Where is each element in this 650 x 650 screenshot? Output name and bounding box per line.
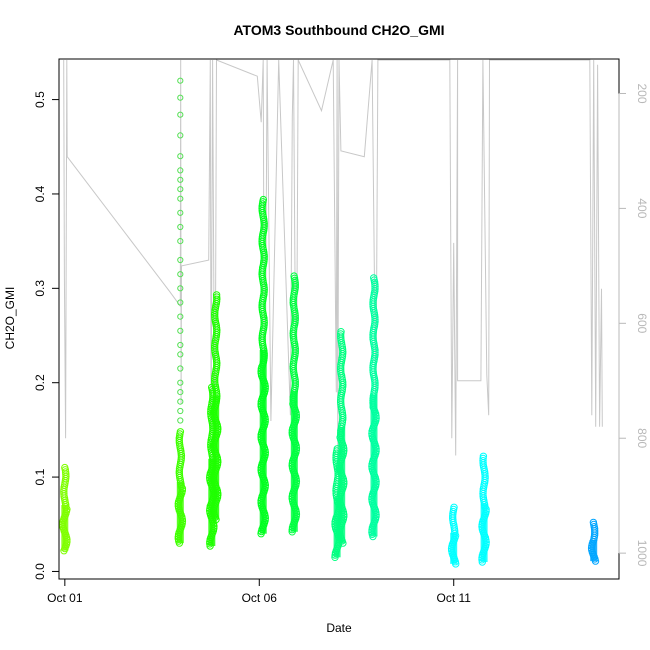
series-6-segment-0 [368, 274, 380, 541]
data-point-cluster [480, 503, 488, 562]
sparse-points-layer [177, 77, 184, 424]
series-0-segment-0 [59, 463, 71, 555]
y-axis: 0.0 0.1 0.2 0.3 0.4 0.5 [33, 91, 60, 580]
series-8-segment-0 [587, 518, 600, 565]
series-7-segment-1 [478, 452, 490, 566]
data-point-cluster [290, 391, 298, 532]
data-point [177, 271, 184, 278]
data-point [177, 365, 184, 372]
data-point-cluster [450, 532, 458, 564]
x-tick-label: Oct 01 [47, 591, 83, 605]
data-point [177, 299, 184, 306]
data-point-cluster [259, 350, 267, 534]
data-point [177, 132, 184, 139]
y2-tick-label: 800 [635, 428, 649, 448]
data-point [177, 186, 184, 193]
data-point [177, 407, 184, 415]
data-point [177, 285, 184, 292]
data-point [177, 256, 184, 264]
y2-tick-label: 1000 [635, 540, 649, 567]
series-3-segment-0 [257, 195, 269, 538]
data-point [177, 176, 184, 183]
data-point-cluster [212, 396, 220, 520]
data-point [177, 417, 184, 424]
data-point-cluster [590, 539, 598, 562]
data-point [177, 195, 184, 202]
data-point-cluster [176, 481, 184, 544]
data-point [177, 223, 184, 231]
x-axis: Oct 01 Oct 06 Oct 11 [47, 578, 471, 605]
data-point [177, 389, 184, 396]
y-axis-label: CH2O_GMI [3, 287, 17, 350]
series-layer [59, 195, 600, 568]
data-point [177, 111, 184, 118]
data-point-cluster [338, 426, 346, 544]
y2-tick-label: 600 [635, 313, 649, 333]
series-1-segment-0 [174, 428, 187, 547]
data-point-cluster [370, 394, 378, 537]
data-point [177, 398, 184, 405]
y-tick-label: 0.3 [33, 280, 47, 297]
y-tick-label: 0.0 [33, 563, 47, 580]
pressure-profile-layer [63, 59, 603, 496]
data-point-cluster [208, 458, 216, 546]
y2-tick-label: 400 [635, 198, 649, 218]
y-tick-label: 0.1 [33, 468, 47, 485]
y-tick-label: 0.5 [33, 91, 47, 108]
data-point-cluster [61, 505, 69, 551]
x-tick-label: Oct 11 [436, 591, 471, 605]
y2-tick-label: 200 [635, 83, 649, 103]
data-point [177, 379, 184, 386]
data-point [177, 351, 184, 358]
data-point [177, 238, 184, 245]
y-tick-label: 0.4 [33, 185, 47, 202]
data-point [177, 313, 184, 320]
series-2-segment-1 [209, 291, 222, 524]
data-point [177, 341, 184, 349]
series-7-segment-0 [447, 503, 460, 568]
y-tick-label: 0.2 [33, 374, 47, 391]
data-point [177, 94, 184, 101]
series-4-segment-0 [288, 272, 301, 536]
data-point [177, 209, 184, 216]
series-5-segment-1 [335, 328, 348, 547]
pressure-profile-line [63, 59, 603, 496]
x-axis-label: Date [326, 621, 352, 635]
y2-axis: 200 400 600 800 1000 [618, 83, 649, 567]
data-point [177, 77, 184, 84]
data-point [177, 167, 184, 174]
data-point [177, 153, 184, 160]
data-point [177, 327, 184, 334]
chart-title: ATOM3 Southbound CH2O_GMI [233, 22, 444, 38]
x-tick-label: Oct 06 [242, 591, 278, 605]
